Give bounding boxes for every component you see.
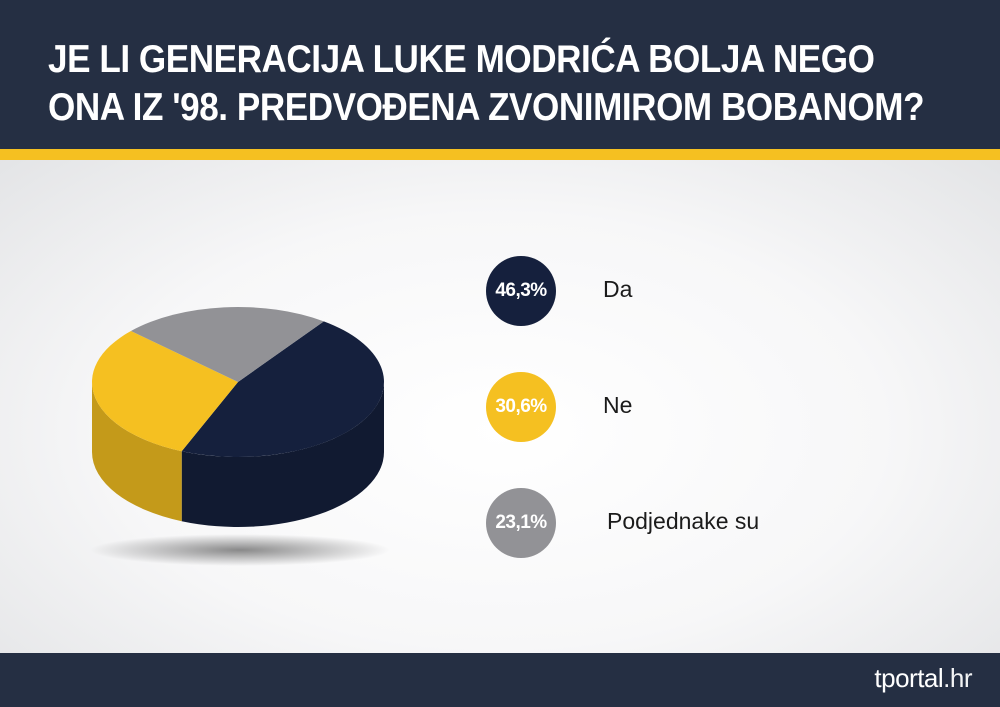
tportal-logo[interactable]: tportal.hr	[874, 663, 972, 694]
data-label: 30,6%	[495, 396, 547, 417]
logo-tld-text: .hr	[943, 663, 972, 693]
page-title: JE LI GENERACIJA LUKE MODRIĆA BOLJA NEGO…	[48, 36, 925, 132]
legend-label: Ne	[603, 392, 633, 418]
title-line-1: JE LI GENERACIJA LUKE MODRIĆA BOLJA NEGO	[48, 38, 875, 81]
accent-bar	[0, 149, 1000, 160]
legend-swatch: 46,3%	[486, 256, 556, 326]
legend-label: Podjednake su	[607, 508, 760, 534]
logo-main-text: tportal	[874, 663, 944, 693]
legend-label: Da	[603, 276, 633, 302]
pie-chart	[90, 307, 390, 566]
data-label: 23,1%	[495, 512, 547, 533]
pie-slice-podjednake-su	[130, 307, 324, 382]
legend-item-podjednake-su: 23,1% Podjednake su	[486, 488, 886, 558]
chart-area: 46,3% Da 30,6% Ne 23,1% Podjednake su	[0, 160, 1000, 653]
pie-tops	[91, 307, 385, 458]
legend-item-ne: 30,6% Ne	[486, 372, 886, 442]
data-label: 46,3%	[495, 280, 547, 301]
footer: tportal.hr	[0, 653, 1000, 707]
legend-swatch: 30,6%	[486, 372, 556, 442]
legend-swatch: 23,1%	[486, 488, 556, 558]
pie-side-da	[181, 382, 384, 527]
pie-side-ne	[92, 382, 182, 522]
pie-slice-ne	[91, 331, 238, 452]
pie-slice-da	[181, 321, 385, 458]
pie-sides	[92, 382, 384, 527]
title-line-2: ONA IZ '98. PREDVOĐENA ZVONIMIROM BOBANO…	[48, 86, 925, 129]
legend-item-da: 46,3% Da	[486, 256, 886, 326]
header: JE LI GENERACIJA LUKE MODRIĆA BOLJA NEGO…	[0, 0, 1000, 149]
pie-shadow	[90, 534, 390, 566]
